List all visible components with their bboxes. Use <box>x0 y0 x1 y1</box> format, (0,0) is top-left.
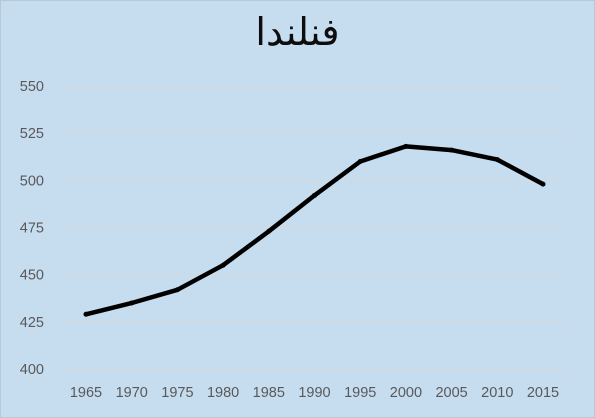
y-tick-label: 500 <box>20 173 44 189</box>
x-tick-label: 1975 <box>161 385 193 401</box>
plot-area <box>83 143 546 317</box>
x-tick-label: 1970 <box>116 385 148 401</box>
y-tick-label: 550 <box>20 79 44 95</box>
y-tick-label: 425 <box>20 315 44 331</box>
x-tick-label: 1965 <box>70 385 102 401</box>
x-axis: 1965 1970 1975 1980 1985 1990 1995 2000 2005 2010… <box>70 385 559 401</box>
gridlines <box>62 85 566 370</box>
data-point <box>494 157 500 163</box>
series-line <box>83 144 546 317</box>
data-point <box>266 228 272 234</box>
x-tick-label: 1980 <box>207 385 239 401</box>
data-point <box>449 147 455 153</box>
data-point <box>174 287 180 293</box>
x-tick-label: 2010 <box>481 385 513 401</box>
x-tick-label: 2000 <box>390 385 422 401</box>
data-point <box>403 143 409 149</box>
data-point <box>312 192 317 198</box>
x-tick-label: 1995 <box>344 385 376 401</box>
y-tick-label: 475 <box>20 221 44 237</box>
data-point <box>357 158 363 164</box>
y-tick-label: 525 <box>20 126 44 142</box>
y-axis: 400 425 450 475 500 525 550 <box>20 79 44 378</box>
x-tick-label: 2005 <box>435 385 467 401</box>
data-point <box>83 311 89 317</box>
x-tick-label: 2015 <box>527 385 559 401</box>
y-tick-label: 400 <box>20 362 44 378</box>
y-tick-label: 450 <box>20 268 44 284</box>
x-tick-label: 1990 <box>298 385 330 401</box>
data-point <box>129 300 135 306</box>
data-point <box>540 181 546 187</box>
x-tick-label: 1985 <box>253 385 285 401</box>
data-point <box>220 262 226 268</box>
chart-title: فنلندا <box>255 10 340 54</box>
